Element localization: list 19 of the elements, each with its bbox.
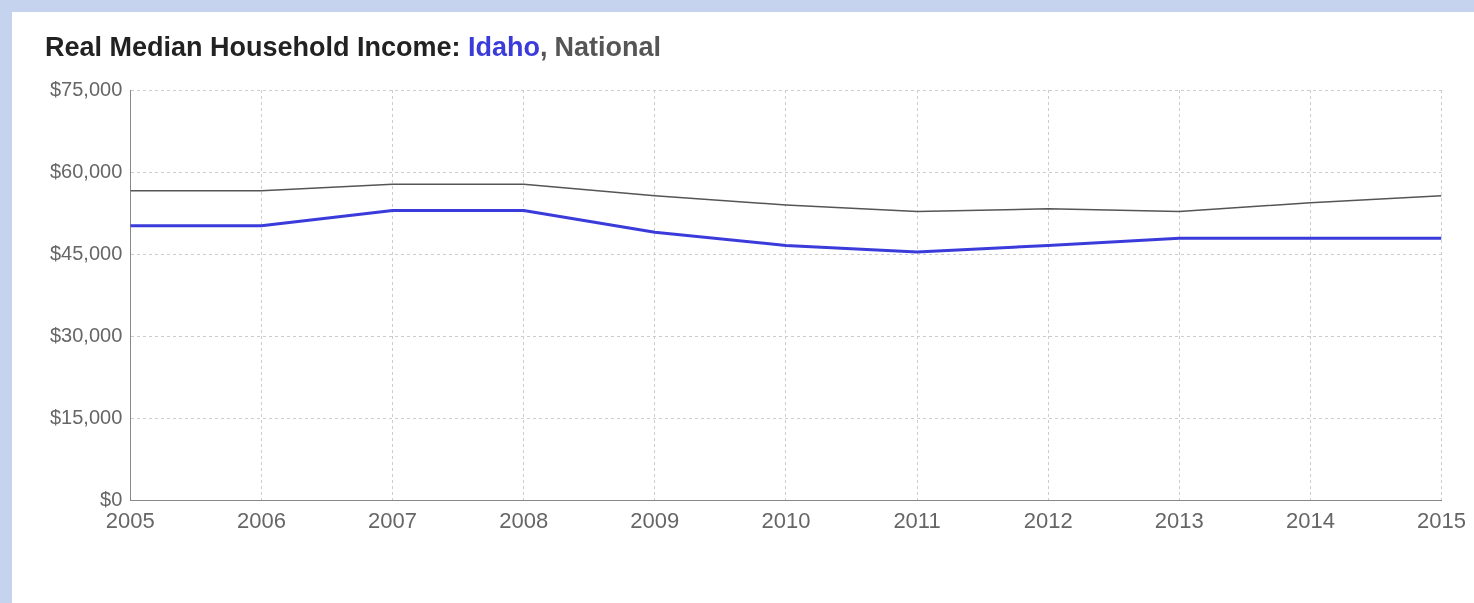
y-tick-label: $60,000 [50, 159, 123, 182]
x-tick-label: 2010 [761, 507, 811, 533]
y-tick-label: $75,000 [50, 77, 123, 100]
x-tick-label: 2015 [1417, 507, 1467, 533]
y-tick-label: $15,000 [50, 406, 123, 428]
x-tick-label: 2011 [893, 507, 941, 533]
x-tick-label: 2014 [1285, 507, 1335, 533]
x-tick-label: 2008 [499, 507, 549, 533]
x-tick-label: 2007 [368, 507, 418, 533]
chart-title: Real Median Household Income: [45, 32, 462, 62]
x-tick-label: 2006 [236, 507, 286, 533]
text: , [540, 32, 548, 62]
x-tick-label: 2013 [1154, 507, 1204, 533]
y-tick-label: $30,000 [50, 323, 123, 346]
text: National [554, 32, 662, 62]
text: Idaho [468, 32, 541, 62]
x-tick-label: 2012 [1023, 507, 1073, 533]
y-tick-label: $45,000 [50, 241, 123, 264]
x-tick-label: 2009 [630, 507, 680, 533]
